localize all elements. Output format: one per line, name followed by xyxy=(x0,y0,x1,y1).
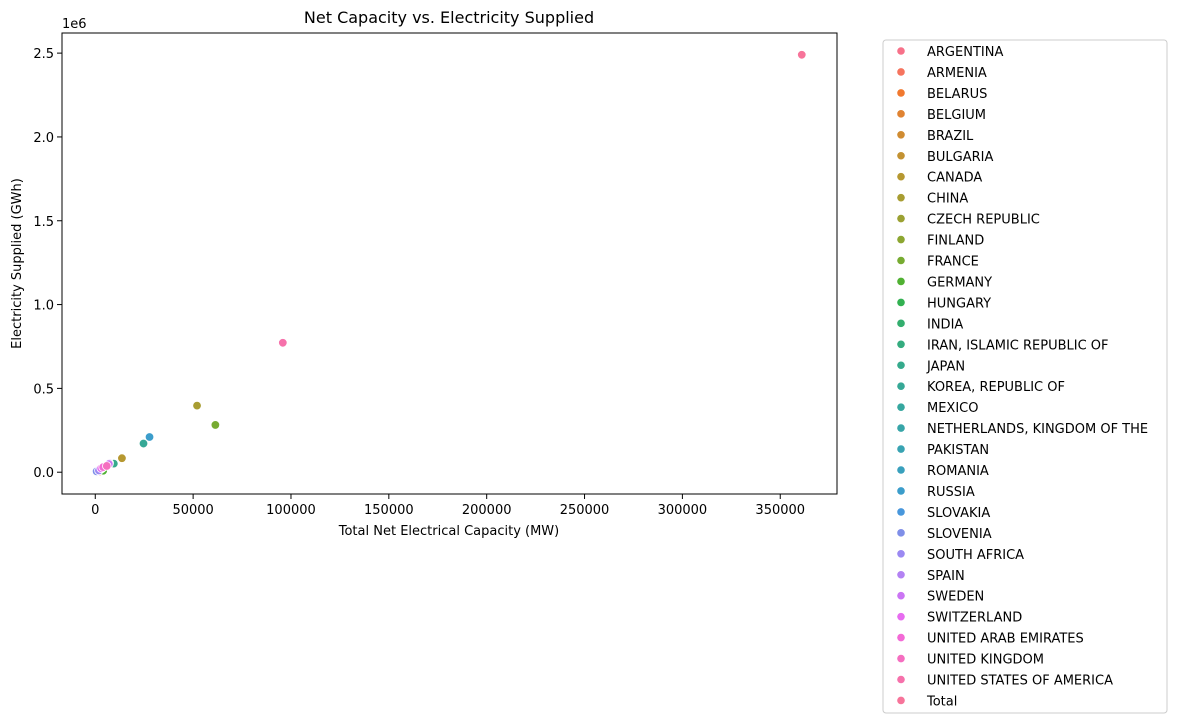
legend: ARGENTINA ARMENIA BELARUS BELGIUM BRAZIL BULG… xyxy=(882,39,1168,714)
legend-marker xyxy=(897,319,905,328)
legend-label: BELARUS xyxy=(927,87,987,102)
legend-marker xyxy=(897,696,905,705)
legend-marker xyxy=(897,675,905,684)
x-tick-label: 250000 xyxy=(560,503,610,518)
legend-label: JAPAN xyxy=(926,359,965,374)
y-tick-label: 0.0 xyxy=(33,466,54,481)
legend-marker xyxy=(897,612,905,621)
legend-marker xyxy=(897,89,905,97)
legend-marker xyxy=(897,110,905,118)
legend-label: BELGIUM xyxy=(927,108,986,123)
legend-marker xyxy=(897,570,905,579)
legend-label: SLOVAKIA xyxy=(927,506,990,521)
x-axis-label: Total Net Electrical Capacity (MW) xyxy=(338,524,560,539)
legend-marker xyxy=(897,445,905,453)
legend-label: HUNGARY xyxy=(927,296,991,311)
legend-marker xyxy=(897,235,905,244)
legend-marker xyxy=(897,256,905,265)
legend-marker xyxy=(897,424,905,432)
legend-label: FINLAND xyxy=(927,234,984,249)
legend-marker xyxy=(897,487,905,495)
legend-marker xyxy=(897,633,905,642)
legend-label: SLOVENIA xyxy=(927,527,992,542)
legend-label: BULGARIA xyxy=(927,150,994,165)
legend-marker xyxy=(897,172,905,181)
plot-frame xyxy=(61,32,838,495)
legend-marker xyxy=(897,47,905,55)
legend-marker xyxy=(897,361,905,370)
legend-marker xyxy=(897,591,905,600)
legend-items: ARGENTINA ARMENIA BELARUS BELGIUM BRAZIL BULG… xyxy=(897,45,1148,709)
data-point xyxy=(102,461,112,471)
legend-label: SPAIN xyxy=(927,569,965,584)
data-point xyxy=(117,453,127,463)
data-point xyxy=(210,420,221,430)
y-tick-label: 1.0 xyxy=(33,299,54,314)
legend-marker xyxy=(897,340,905,349)
legend-label: NETHERLANDS, KINGDOM OF THE xyxy=(927,422,1148,437)
legend-label: CANADA xyxy=(927,171,982,186)
legend-label: Total xyxy=(926,694,957,709)
legend-marker xyxy=(897,277,905,286)
x-tick-label: 200000 xyxy=(462,503,512,518)
legend-label: SOUTH AFRICA xyxy=(927,548,1024,563)
y-tick-label: 2.0 xyxy=(33,131,54,146)
x-tick-label: 150000 xyxy=(364,503,414,518)
y-tick-label: 2.5 xyxy=(33,47,54,62)
legend-label: CHINA xyxy=(927,192,968,207)
legend-label: PAKISTAN xyxy=(927,443,989,458)
data-point xyxy=(192,400,202,411)
x-axis-ticks: 0 50000 100000 150000 200000 250000 300000 3500… xyxy=(91,494,805,518)
legend-marker xyxy=(897,382,905,391)
legend-marker xyxy=(897,403,905,411)
x-tick-label: 50000 xyxy=(172,503,213,518)
legend-label: ARGENTINA xyxy=(927,45,1003,60)
legend-marker xyxy=(897,68,905,76)
chart-title: Net Capacity vs. Electricity Supplied xyxy=(304,8,594,27)
legend-marker xyxy=(897,131,905,139)
legend-label: MEXICO xyxy=(927,401,978,416)
legend-label: CZECH REPUBLIC xyxy=(927,213,1040,228)
legend-marker xyxy=(897,529,905,537)
legend-marker xyxy=(897,193,905,202)
x-tick-label: 300000 xyxy=(658,503,708,518)
legend-label: IRAN, ISLAMIC REPUBLIC OF xyxy=(927,338,1109,353)
legend-label: BRAZIL xyxy=(927,129,974,144)
data-point xyxy=(797,50,807,60)
legend-label: FRANCE xyxy=(927,255,979,270)
y-tick-label: 0.5 xyxy=(33,382,54,397)
y-tick-label: 1.5 xyxy=(33,215,54,230)
legend-label: ARMENIA xyxy=(927,66,987,81)
legend-label: RUSSIA xyxy=(927,485,975,500)
legend-marker xyxy=(897,466,905,474)
data-points xyxy=(91,50,807,477)
legend-label: SWITZERLAND xyxy=(927,611,1022,626)
y-offset-text: 1e6 xyxy=(62,17,87,32)
legend-marker xyxy=(897,550,905,558)
legend-label: UNITED STATES OF AMERICA xyxy=(927,674,1113,689)
legend-label: UNITED ARAB EMIRATES xyxy=(927,632,1084,647)
data-point xyxy=(144,432,155,442)
legend-label: UNITED KINGDOM xyxy=(927,653,1044,668)
legend-label: KOREA, REPUBLIC OF xyxy=(927,380,1065,395)
legend-label: INDIA xyxy=(927,317,963,332)
legend-marker xyxy=(897,214,905,223)
x-tick-label: 350000 xyxy=(755,503,805,518)
data-point xyxy=(278,338,288,348)
x-tick-label: 100000 xyxy=(266,503,316,518)
x-tick-label: 0 xyxy=(91,503,99,518)
y-axis-ticks: 0.0 0.5 1.0 1.5 2.0 2.5 xyxy=(33,47,62,481)
legend-label: GERMANY xyxy=(927,275,992,290)
legend-label: SWEDEN xyxy=(927,590,984,605)
legend-frame xyxy=(882,39,1168,714)
data-point xyxy=(138,438,149,449)
legend-marker xyxy=(897,654,905,663)
legend-marker xyxy=(897,508,905,516)
y-axis-label: Electricity Supplied (GWh) xyxy=(10,178,25,349)
legend-marker xyxy=(897,298,905,307)
legend-marker xyxy=(897,151,905,160)
legend-label: ROMANIA xyxy=(927,464,989,479)
